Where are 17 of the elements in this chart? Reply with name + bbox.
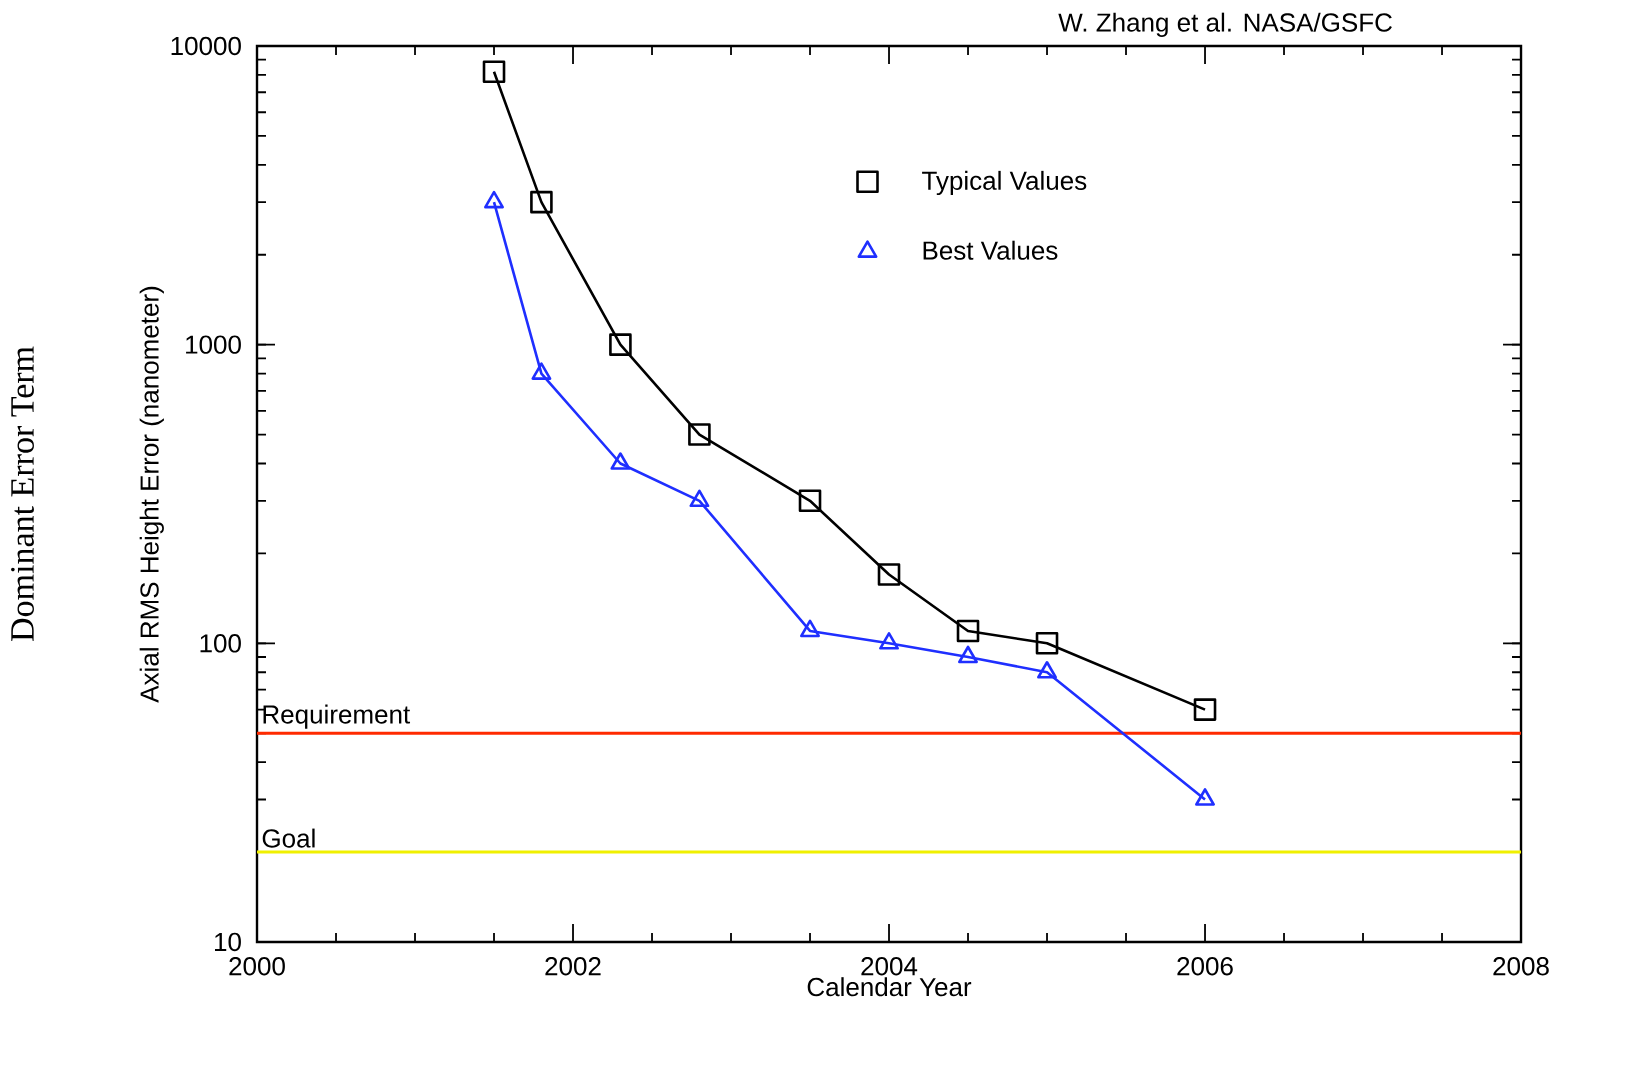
x-tick-label: 2006 (1177, 957, 1233, 976)
y-axis-title: Axial RMS Height Error (nanometer) (139, 286, 164, 703)
legend-label: Typical Values (922, 170, 1087, 196)
text: W. Zhang et al. NASA/GSFC (1058, 12, 1392, 37)
x-tick-label: 2008 (1493, 957, 1549, 976)
x-tick-label: 2002 (545, 957, 601, 976)
y-tick-label: 100 (200, 634, 241, 653)
ref-line-label: Requirement (263, 704, 411, 729)
y-tick-label: 10 (215, 932, 241, 952)
ref-line-label: Goal (262, 828, 315, 848)
x-axis-title: Calendar Year (807, 977, 972, 997)
y-tick-label: 1000 (186, 335, 241, 354)
legend-label: Best Values (923, 240, 1058, 260)
y-tick-label: 10000 (171, 36, 241, 56)
text: Dominant Error Term (11, 346, 34, 641)
x-tick-label: 2000 (229, 957, 285, 976)
x-tick-label: 2004 (861, 957, 918, 976)
